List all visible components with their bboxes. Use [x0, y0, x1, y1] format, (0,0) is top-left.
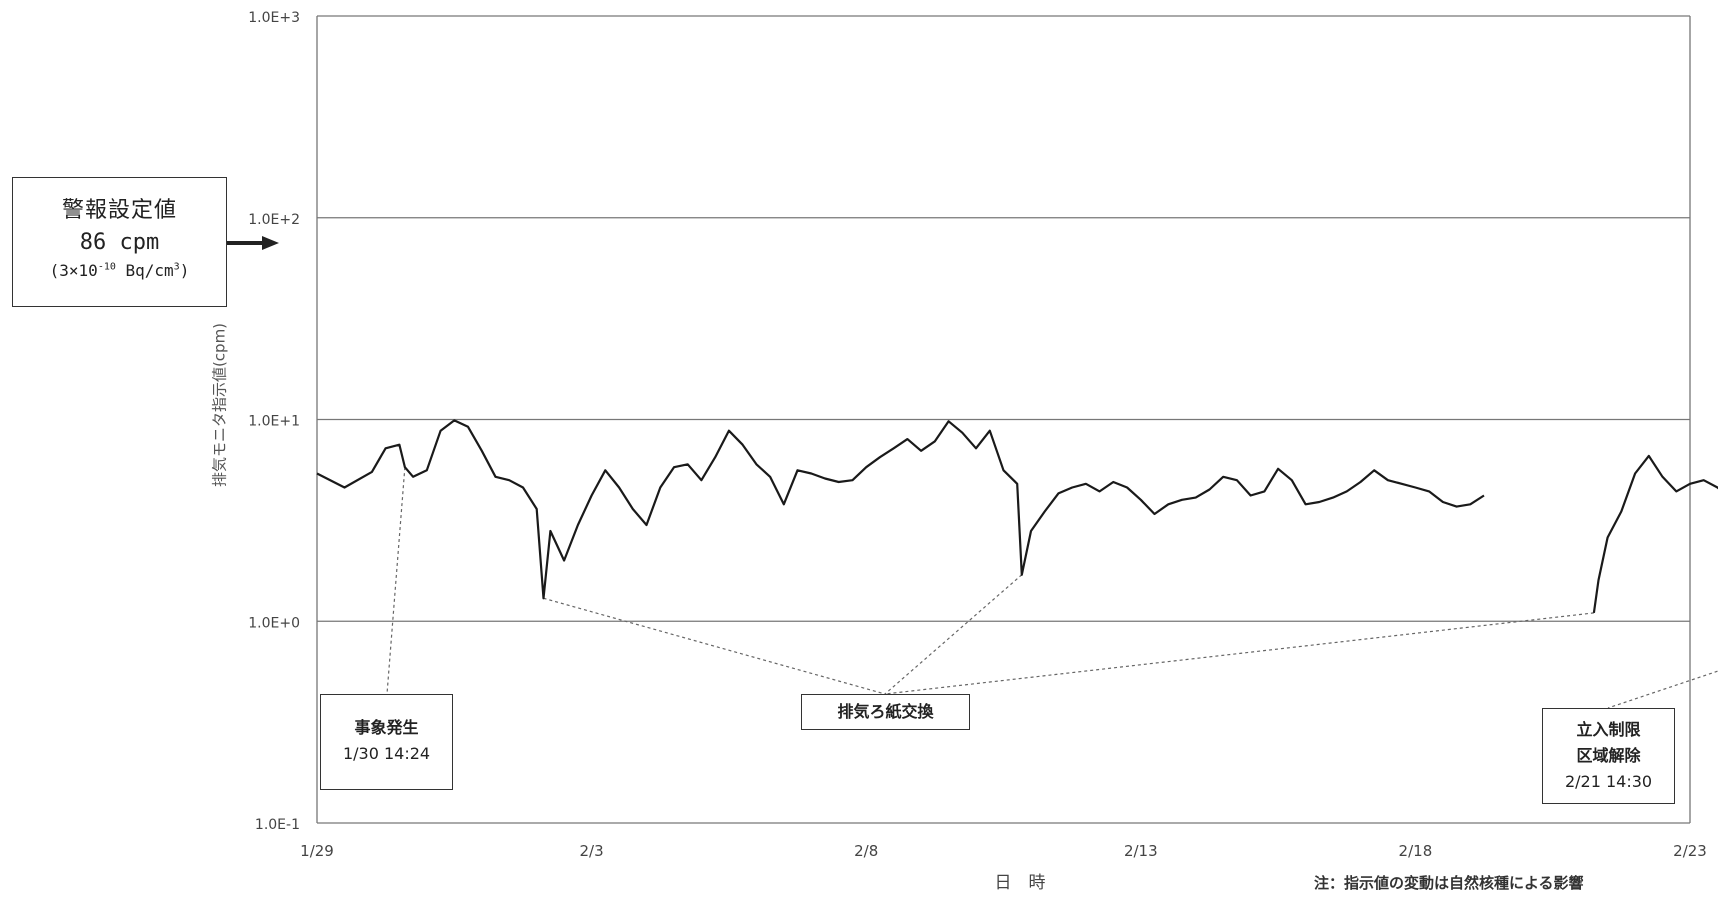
release-time: 2/21 14:30	[1564, 772, 1653, 791]
x-axis-ticks: 1/29 2/3 2/8 2/13 2/18 2/23	[300, 842, 1707, 860]
callout-leader-lines	[386, 467, 1718, 709]
series-line-segment-1	[316, 419, 1485, 600]
y-tick-label: 1.0E+1	[248, 414, 300, 430]
alarm-conc-suffix: )	[179, 261, 190, 280]
x-axis-label: 日 時	[994, 873, 1046, 893]
event-leader-line	[386, 467, 406, 695]
y-axis-ticks: 1.0E-1 1.0E+0 1.0E+1 1.0E+2 1.0E+3	[248, 10, 300, 833]
event-callout: 事象発生 1/30 14:24	[320, 694, 453, 790]
filter-change-label: 排気ろ紙交換	[837, 702, 934, 721]
x-tick-label: 2/3	[580, 842, 604, 860]
x-tick-label: 1/29	[300, 842, 334, 860]
event-title: 事象発生	[354, 718, 419, 737]
event-time: 1/30 14:24	[342, 744, 431, 763]
alarm-conc-prefix: (3×10	[49, 261, 98, 280]
filter-change-callout: 排気ろ紙交換	[801, 694, 970, 730]
alarm-conc-unit-exponent: 3	[173, 261, 180, 273]
alarm-concentration: (3×10-10 Bq/cm3)	[13, 261, 226, 280]
y-tick-label: 1.0E+3	[248, 10, 300, 26]
alarm-title: 警報設定値	[61, 198, 177, 223]
chart-note: 注：指示値の変動は自然核種による影響	[1314, 874, 1584, 892]
release-leader-line	[1607, 670, 1718, 709]
filter-leader-line-1	[543, 597, 886, 695]
y-tick-label: 1.0E+2	[248, 212, 300, 228]
x-tick-label: 2/13	[1124, 842, 1158, 860]
x-tick-label: 2/8	[854, 842, 878, 860]
series-line-segment-2	[1592, 454, 1718, 614]
alarm-conc-unit: Bq/cm	[115, 261, 174, 280]
x-tick-label: 2/23	[1673, 842, 1707, 860]
filter-leader-line-2	[884, 574, 1023, 695]
series-group	[316, 419, 1718, 614]
release-line-2: 区域解除	[1576, 746, 1641, 765]
grid-lines	[316, 15, 1691, 824]
filter-leader-line-3	[884, 612, 1594, 695]
restriction-release-callout: 立入制限 区域解除 2/21 14:30	[1542, 708, 1675, 804]
y-tick-label: 1.0E-1	[255, 817, 300, 833]
alarm-setting-box: 警報設定値 86 cpm (3×10-10 Bq/cm3)	[12, 177, 227, 307]
y-tick-label: 1.0E+0	[248, 615, 300, 631]
x-tick-label: 2/18	[1399, 842, 1433, 860]
release-line-1: 立入制限	[1576, 720, 1641, 739]
y-axis-label: 排気モニタ指示値(cpm)	[210, 322, 229, 488]
alarm-conc-exponent: -10	[97, 261, 116, 273]
alarm-value: 86 cpm	[79, 230, 160, 255]
